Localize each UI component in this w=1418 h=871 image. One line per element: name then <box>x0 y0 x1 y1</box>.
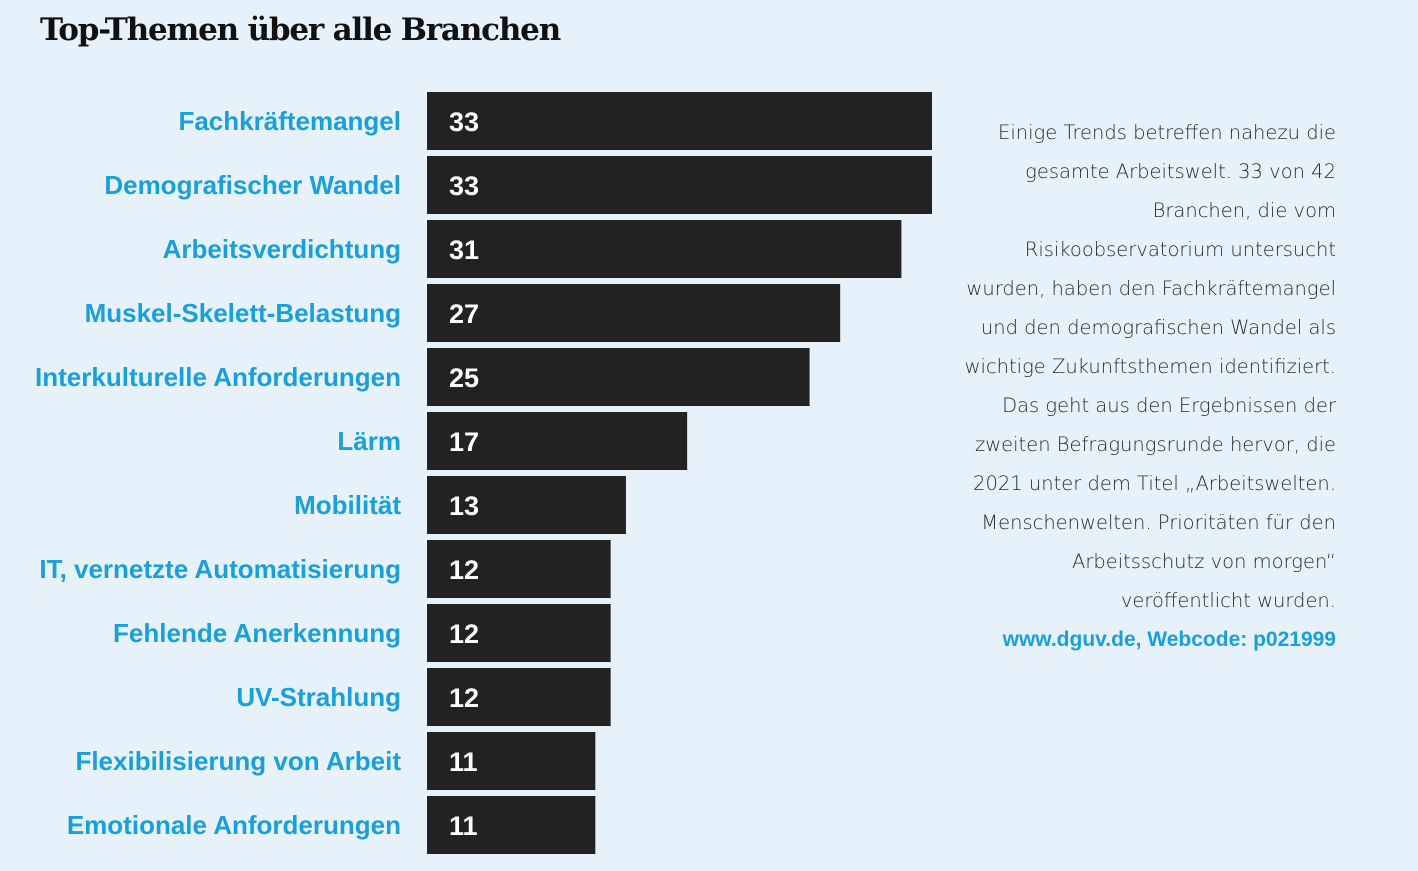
bar <box>427 156 932 214</box>
category-label: Fachkräftemangel <box>178 106 401 136</box>
category-label: Lärm <box>337 426 401 456</box>
bar <box>427 668 611 726</box>
bar <box>427 796 596 854</box>
value-label: 13 <box>449 491 479 521</box>
bar <box>427 476 626 534</box>
sidebar-text: Einige Trends betreffen nahezu die gesam… <box>964 121 1336 612</box>
value-label: 31 <box>449 235 479 265</box>
sidebar-description: Einige Trends betreffen nahezu die gesam… <box>960 113 1336 659</box>
category-label: Fehlende Anerkennung <box>113 618 401 648</box>
value-label: 11 <box>449 747 478 777</box>
bar <box>427 220 902 278</box>
value-label: 11 <box>449 811 478 841</box>
category-label: Emotionale Anforderungen <box>67 810 401 840</box>
category-label: Arbeitsverdichtung <box>163 234 401 264</box>
value-label: 12 <box>449 555 479 585</box>
chart-title: Top-Themen über alle Branchen <box>40 12 561 48</box>
sidebar-link[interactable]: www.dguv.de, Webcode: p021999 <box>1002 628 1336 651</box>
bar <box>427 732 596 790</box>
category-label: Interkulturelle Anforderungen <box>35 362 401 392</box>
category-label: Muskel-Skelett-Belastung <box>85 298 401 328</box>
bar <box>427 92 932 150</box>
value-label: 12 <box>449 683 479 713</box>
category-label: Mobilität <box>294 490 401 520</box>
bar <box>427 284 841 342</box>
category-label: IT, vernetzte Automatisierung <box>39 554 401 584</box>
bar <box>427 412 688 470</box>
bar <box>427 540 611 598</box>
bar <box>427 348 810 406</box>
value-label: 17 <box>449 427 479 457</box>
value-label: 25 <box>449 363 479 393</box>
category-label: Flexibilisierung von Arbeit <box>75 746 401 776</box>
category-label: Demografischer Wandel <box>104 170 401 200</box>
value-label: 33 <box>449 107 479 137</box>
category-label: UV-Strahlung <box>236 682 401 712</box>
value-label: 27 <box>449 299 479 329</box>
bar <box>427 604 611 662</box>
value-label: 33 <box>449 171 479 201</box>
value-label: 12 <box>449 619 479 649</box>
